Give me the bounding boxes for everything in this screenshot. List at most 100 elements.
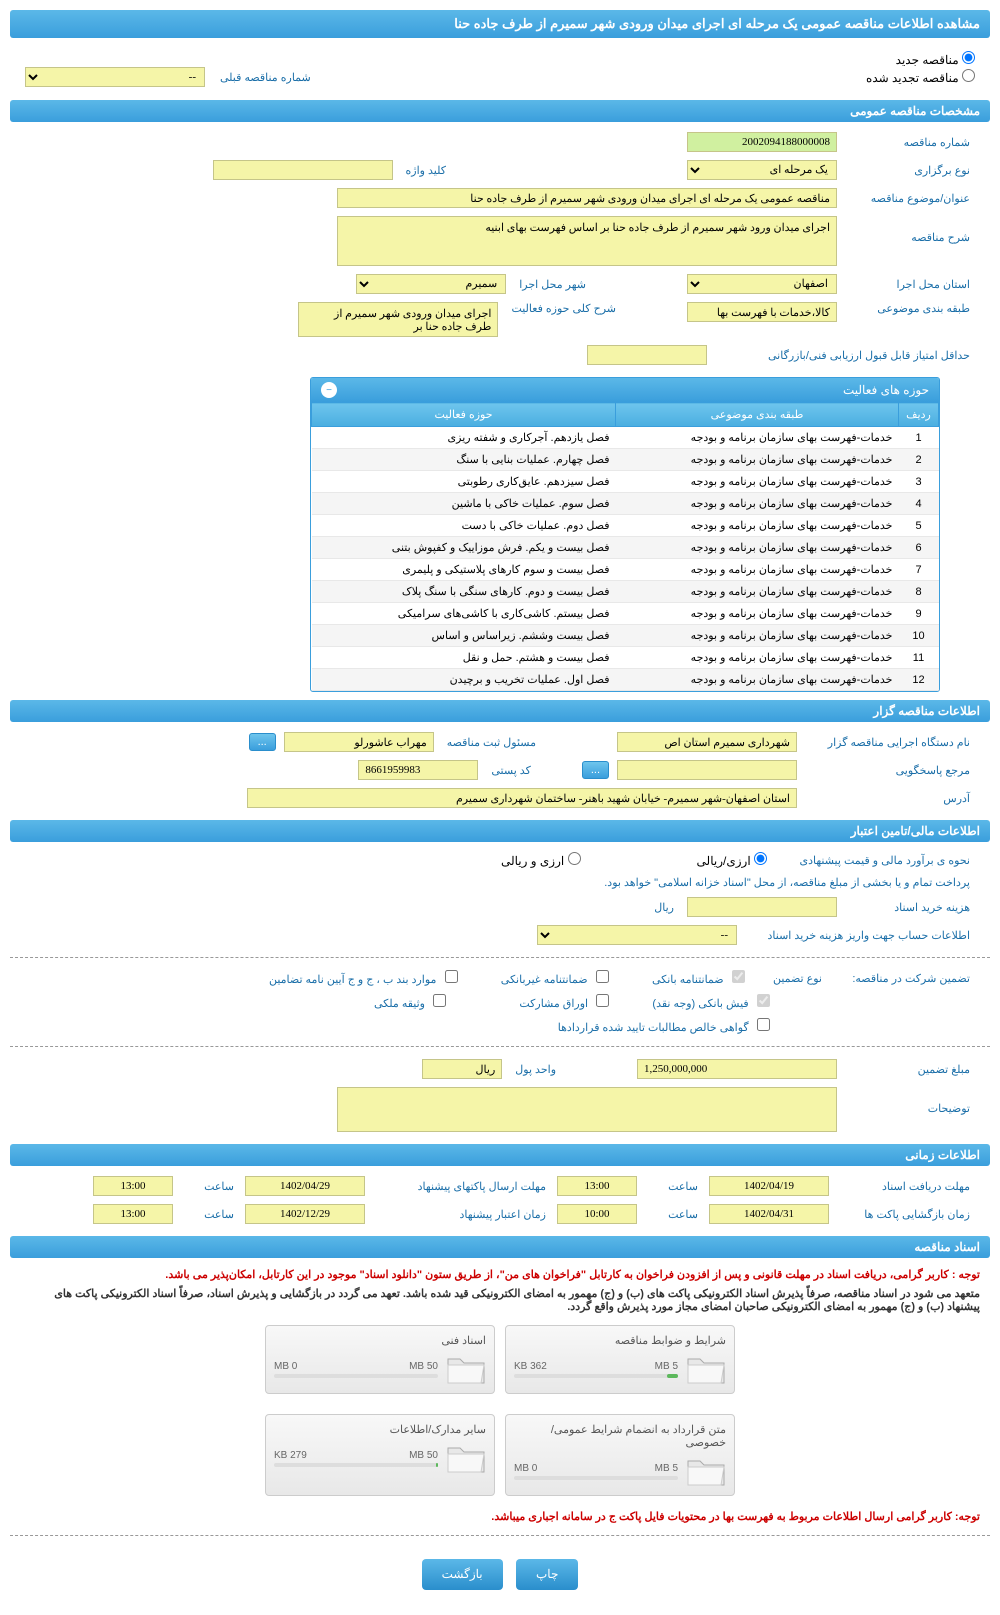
radio-renewed-tender[interactable]: مناقصه تجدید شده: [866, 69, 975, 85]
tender-number-label: شماره مناقصه: [845, 136, 975, 149]
warning-3: توجه: کاربر گرامی ارسال اطلاعات مربوط به…: [10, 1506, 990, 1527]
warning-1: توجه : کاربر گرامی، دریافت اسناد در مهلت…: [10, 1264, 990, 1285]
org-label: نام دستگاه اجرایی مناقصه گزار: [805, 736, 975, 749]
open-date-input[interactable]: [709, 1204, 829, 1224]
tender-type-radios: مناقصه جدید مناقصه تجدید شده شماره مناقص…: [10, 46, 990, 92]
table-row: 4خدمات-فهرست بهای سازمان برنامه و بودجهف…: [312, 493, 939, 515]
org-input[interactable]: [617, 732, 797, 752]
account-label: اطلاعات حساب جهت واریز هزینه خرید اسناد: [745, 929, 975, 942]
chk-items-bcj[interactable]: موارد بند ب ، ج و ج آیین نامه تضامین: [264, 970, 458, 986]
table-row: 12خدمات-فهرست بهای سازمان برنامه و بودجه…: [312, 669, 939, 691]
currency-input[interactable]: [422, 1059, 502, 1079]
print-button[interactable]: چاپ: [516, 1559, 578, 1590]
notes-label: توضیحات: [845, 1087, 975, 1115]
chk-bank-guarantee[interactable]: ضمانتنامه بانکی: [647, 970, 745, 986]
min-score-input[interactable]: [587, 345, 707, 365]
section-financial: اطلاعات مالی/تامین اعتبار: [10, 820, 990, 842]
open-time-input[interactable]: [557, 1204, 637, 1224]
contact-label: مرجع پاسخگویی: [805, 764, 975, 777]
chk-net-claims[interactable]: گواهی خالص مطالبات تایید شده قراردادها: [553, 1018, 770, 1034]
chk-property[interactable]: وثیقه ملکی: [369, 994, 446, 1010]
contact-input[interactable]: [617, 760, 797, 780]
document-box[interactable]: سایر مدارک/اطلاعات 50 MB279 KB: [265, 1414, 495, 1496]
receive-time-input[interactable]: [557, 1176, 637, 1196]
table-row: 10خدمات-فهرست بهای سازمان برنامه و بودجه…: [312, 625, 939, 647]
subject-label: عنوان/موضوع مناقصه: [845, 192, 975, 205]
page-title: مشاهده اطلاعات مناقصه عمومی یک مرحله ای …: [10, 10, 990, 38]
validity-time-input[interactable]: [93, 1204, 173, 1224]
collapse-icon[interactable]: −: [321, 382, 337, 398]
back-button[interactable]: بازگشت: [422, 1559, 503, 1590]
guarantee-amount-input[interactable]: [637, 1059, 837, 1079]
guarantee-type-label: نوع تضمین: [768, 972, 827, 985]
document-box[interactable]: اسناد فنی 50 MB0 MB: [265, 1325, 495, 1394]
guarantee-label: تضمین شرکت در مناقصه:: [835, 972, 975, 985]
table-row: 3خدمات-فهرست بهای سازمان برنامه و بودجهف…: [312, 471, 939, 493]
col-index: ردیف: [899, 403, 939, 427]
receive-deadline-label: مهلت دریافت اسناد: [835, 1180, 975, 1193]
activity-scope-input[interactable]: اجرای میدان ورودی شهر سمیرم از طرف جاده …: [298, 302, 498, 337]
postal-input[interactable]: [358, 760, 478, 780]
send-date-input[interactable]: [245, 1176, 365, 1196]
activity-table-title: حوزه های فعالیت: [843, 383, 929, 397]
city-select[interactable]: سمیرم: [356, 274, 506, 294]
radio-rial[interactable]: ارزی و ریالی: [501, 852, 581, 868]
time-label-4: ساعت: [179, 1208, 239, 1221]
validity-date-input[interactable]: [245, 1204, 365, 1224]
more-button[interactable]: ...: [249, 733, 276, 751]
send-deadline-label: مهلت ارسال پاکتهای پیشنهاد: [371, 1180, 551, 1193]
province-select[interactable]: اصفهان: [687, 274, 837, 294]
tender-number-input[interactable]: [687, 132, 837, 152]
notes-textarea[interactable]: [337, 1087, 837, 1132]
subject-input[interactable]: [337, 188, 837, 208]
activity-scope-label: شرح کلی حوزه فعالیت: [506, 302, 621, 315]
radio-new-tender[interactable]: مناقصه جدید: [896, 53, 975, 67]
prev-number-label: شماره مناقصه قبلی: [215, 71, 316, 84]
radio-rial-curr[interactable]: ارزی/ریالی: [697, 852, 767, 868]
category-input[interactable]: [687, 302, 837, 322]
receive-date-input[interactable]: [709, 1176, 829, 1196]
min-score-label: حداقل امتیاز قابل قبول ارزیابی فنی/بازرگ…: [715, 349, 975, 362]
address-label: آدرس: [805, 792, 975, 805]
table-row: 5خدمات-فهرست بهای سازمان برنامه و بودجهف…: [312, 515, 939, 537]
city-label: شهر محل اجرا: [514, 278, 591, 291]
section-documents: اسناد مناقصه: [10, 1236, 990, 1258]
address-input[interactable]: [247, 788, 797, 808]
currency-label: واحد پول: [510, 1063, 561, 1076]
type-select[interactable]: یک مرحله ای: [687, 160, 837, 180]
account-select[interactable]: --: [537, 925, 737, 945]
keyword-input[interactable]: [213, 160, 393, 180]
keyword-label: کلید واژه: [401, 164, 451, 177]
prev-number-select[interactable]: --: [25, 67, 205, 87]
type-label: نوع برگزاری: [845, 164, 975, 177]
description-textarea[interactable]: اجرای میدان ورود شهر سمیرم از طرف جاده ح…: [337, 216, 837, 266]
doc-fee-input[interactable]: [687, 897, 837, 917]
chk-partnership[interactable]: اوراق مشارکت: [514, 994, 609, 1010]
section-holder: اطلاعات مناقصه گزار: [10, 700, 990, 722]
section-general: مشخصات مناقصه عمومی: [10, 100, 990, 122]
col-activity: حوزه فعالیت: [312, 403, 616, 427]
table-row: 9خدمات-فهرست بهای سازمان برنامه و بودجهف…: [312, 603, 939, 625]
rial-unit: ریال: [649, 901, 679, 914]
province-label: استان محل اجرا: [845, 278, 975, 291]
open-label: زمان بازگشایی پاکت ها: [835, 1208, 975, 1221]
doc-fee-label: هزینه خرید اسناد: [845, 901, 975, 914]
activity-table-wrap: حوزه های فعالیت − ردیف طبقه بندی موضوعی …: [310, 377, 940, 692]
reg-person-input[interactable]: [284, 732, 434, 752]
estimate-label: نحوه ی برآورد مالی و قیمت پیشنهادی: [775, 854, 975, 867]
validity-label: زمان اعتبار پیشنهاد: [371, 1208, 551, 1221]
table-row: 7خدمات-فهرست بهای سازمان برنامه و بودجهف…: [312, 559, 939, 581]
chk-nonbank-guarantee[interactable]: ضمانتنامه غیربانکی: [496, 970, 609, 986]
postal-label: کد پستی: [486, 764, 535, 777]
send-time-input[interactable]: [93, 1176, 173, 1196]
time-label-3: ساعت: [643, 1208, 703, 1221]
table-row: 1خدمات-فهرست بهای سازمان برنامه و بودجهف…: [312, 427, 939, 449]
chk-bank-receipt[interactable]: فیش بانکی (وجه نقد): [647, 994, 770, 1010]
contact-more-button[interactable]: ...: [582, 761, 609, 779]
guarantee-amount-label: مبلغ تضمین: [845, 1063, 975, 1076]
document-box[interactable]: متن قرارداد به انضمام شرایط عمومی/خصوصی …: [505, 1414, 735, 1496]
table-row: 2خدمات-فهرست بهای سازمان برنامه و بودجهف…: [312, 449, 939, 471]
document-box[interactable]: شرایط و ضوابط مناقصه 5 MB362 KB: [505, 1325, 735, 1394]
activity-table: ردیف طبقه بندی موضوعی حوزه فعالیت 1خدمات…: [311, 402, 939, 691]
description-label: شرح مناقصه: [845, 216, 975, 244]
